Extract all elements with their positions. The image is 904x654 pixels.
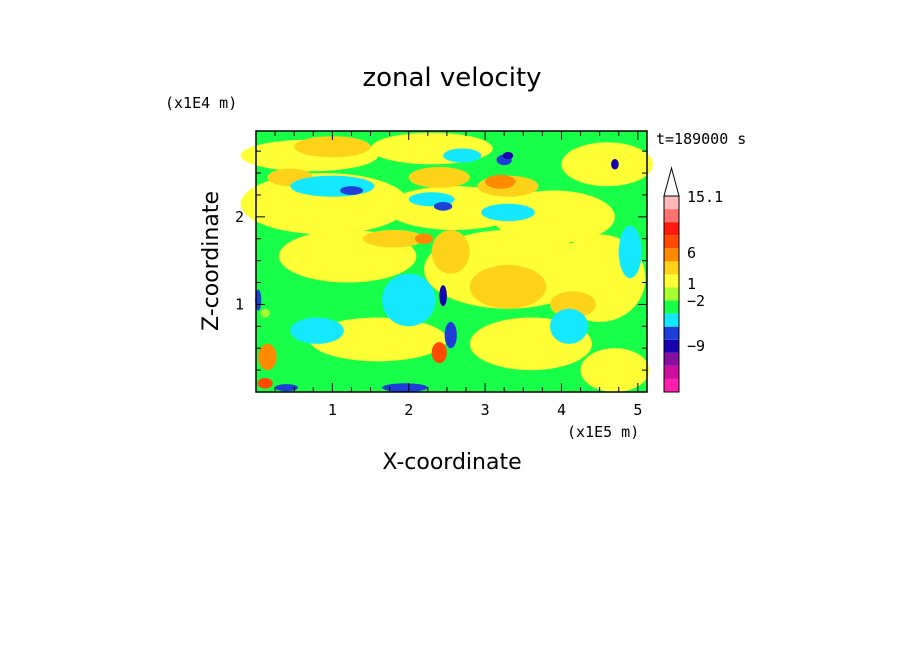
contour-blob	[580, 348, 650, 392]
contour-blob	[502, 152, 514, 160]
velocity-contours	[240, 132, 654, 393]
colorbar-swatch	[664, 209, 679, 223]
colorbar-swatch	[664, 378, 679, 392]
chart-title: zonal velocity	[362, 63, 541, 93]
contour-blob	[275, 384, 299, 392]
x-tick-label: 4	[557, 401, 566, 419]
contour-blob	[431, 342, 447, 364]
x-tick-label: 3	[481, 401, 490, 419]
colorbar-extend-arrow	[663, 166, 680, 197]
contour-blob	[618, 225, 642, 279]
contour-blob	[414, 233, 434, 244]
contour-blob	[309, 317, 447, 362]
x-tick-label: 1	[328, 401, 337, 419]
contour-blob	[290, 175, 375, 197]
colorbar-swatch	[664, 274, 679, 288]
contour-blob	[294, 136, 371, 158]
contour-blob	[485, 174, 516, 189]
contour-blob	[340, 186, 363, 195]
x-tick-label: 2	[404, 401, 413, 419]
colorbar-swatch	[664, 339, 679, 353]
x-tick-label: 5	[633, 401, 642, 419]
colorbar-tick-label: 15.1	[687, 188, 723, 206]
contour-blob	[492, 190, 615, 244]
colorbar-swatch	[664, 196, 679, 210]
heatmap-plot-area	[240, 130, 654, 393]
contour-blob	[550, 308, 589, 344]
contour-blob	[257, 377, 273, 389]
contour-blob	[258, 343, 277, 371]
colorbar-swatch	[664, 222, 679, 236]
colorbar-swatch	[664, 365, 679, 379]
contour-blob	[444, 321, 457, 349]
colorbar-tick-label: −9	[687, 337, 705, 355]
colorbar-swatch	[664, 248, 679, 262]
contour-blob	[481, 203, 535, 222]
contour-blob	[469, 265, 547, 309]
contour-blob	[290, 317, 344, 344]
colorbar-swatch	[664, 287, 679, 301]
y-tick-label: 2	[235, 208, 244, 226]
contour-blob	[408, 166, 470, 188]
contour-blob	[433, 201, 453, 211]
colorbar-tick-label: 6	[687, 244, 696, 262]
contour-blob	[611, 159, 619, 170]
contour-blob	[561, 142, 654, 187]
x-unit-label: (x1E5 m)	[567, 423, 639, 441]
contour-blob	[362, 229, 425, 248]
y-unit-label: (x1E4 m)	[165, 94, 237, 112]
colorbar-swatch	[664, 326, 679, 340]
contour-blob	[382, 273, 436, 327]
plot-frame	[255, 130, 648, 393]
axis-ticks	[256, 131, 647, 392]
contour-blob	[382, 383, 428, 393]
contour-blob	[255, 289, 262, 311]
x-axis-label: X-coordinate	[382, 450, 521, 475]
time-label: t=189000 s	[656, 130, 746, 148]
contour-blob	[260, 308, 270, 318]
colorbar-frame	[663, 195, 680, 393]
colorbar-tick-label: 1	[687, 275, 696, 293]
colorbar: 15.1 6 1−2 −9	[663, 166, 723, 393]
y-axis-label: Z-coordinate	[199, 191, 224, 331]
y-tick-label: 1	[235, 295, 244, 313]
colorbar-tick-label: −2	[687, 292, 705, 310]
colorbar-swatch	[664, 352, 679, 366]
contour-blob	[431, 229, 470, 274]
colorbar-swatch	[664, 235, 679, 249]
colorbar-swatch	[664, 261, 679, 275]
colorbar-swatch	[664, 300, 679, 314]
contour-blob	[443, 148, 482, 163]
contour-blob	[439, 285, 447, 307]
colorbar-swatch	[664, 313, 679, 327]
